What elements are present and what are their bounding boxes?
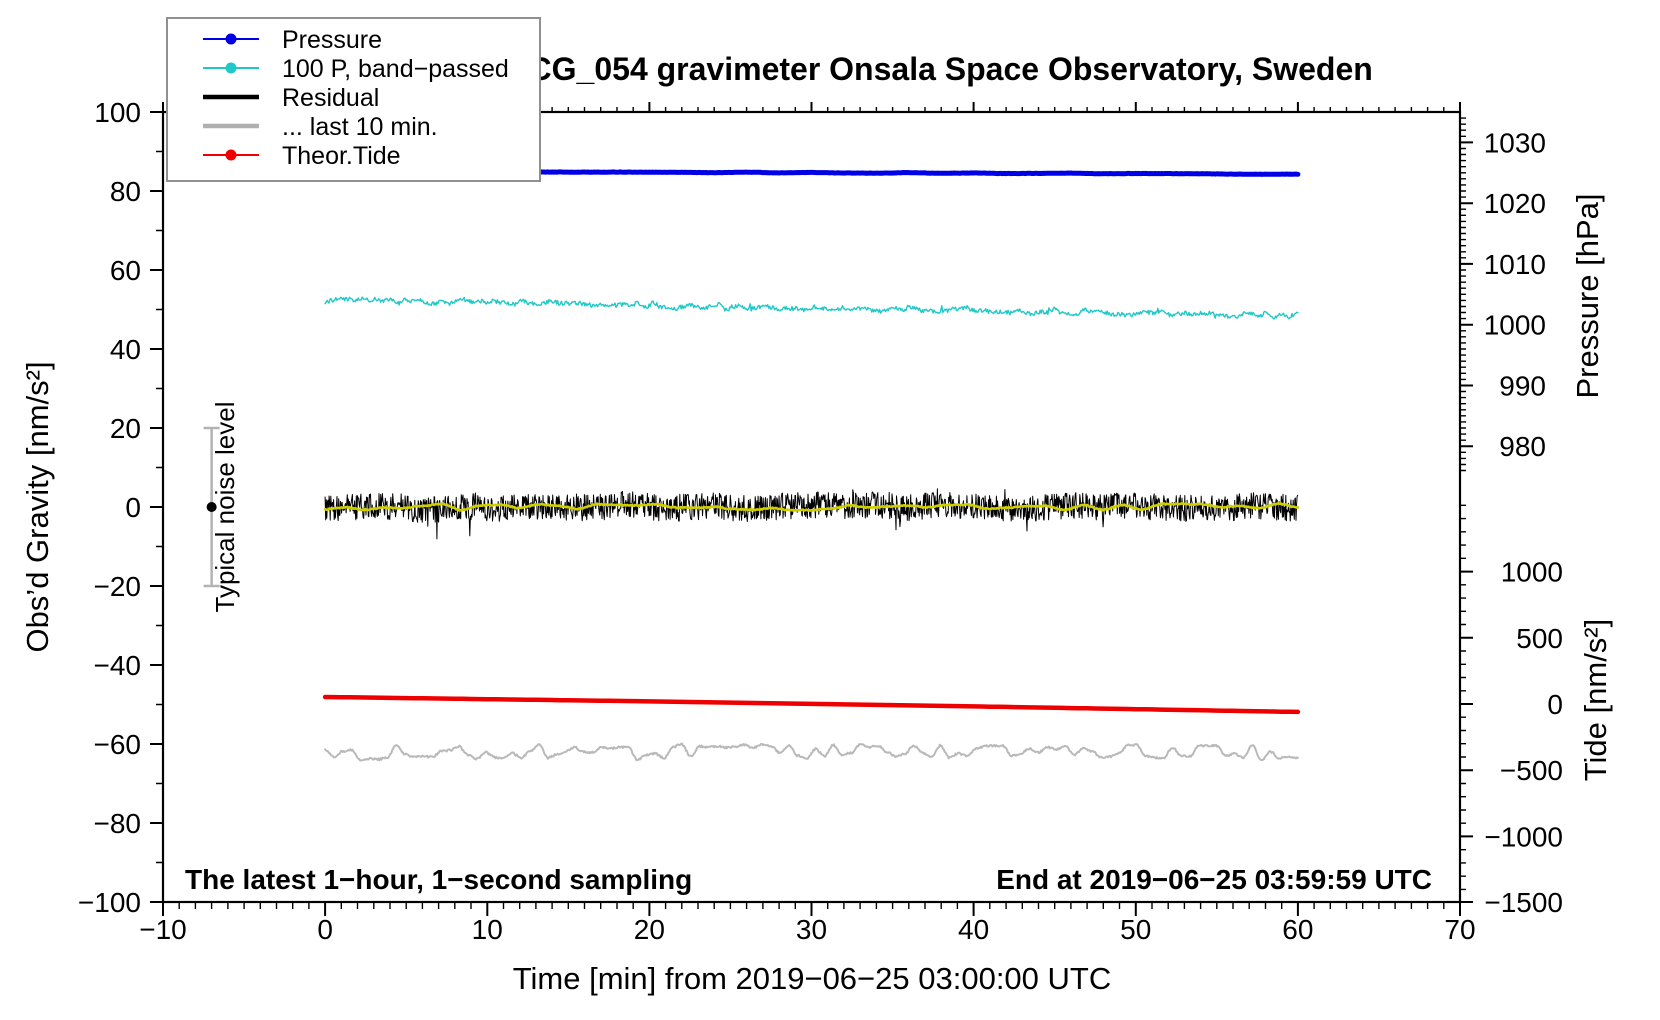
pressure-tick-label: 1020 [1484, 188, 1546, 219]
tide-axis-title: Tide [nm/s²] [1578, 619, 1613, 782]
noise-bar-dot [206, 502, 217, 512]
x-tick-label: 50 [1120, 914, 1151, 945]
gravity-tick-label: 40 [110, 334, 141, 365]
legend-item-label: Pressure [282, 26, 382, 54]
gravity-tick-label: −40 [94, 650, 142, 681]
gravity-tick-label: −80 [94, 808, 142, 839]
legend-item-label: 100 P, band−passed [282, 55, 509, 83]
pressure-axis-title: Pressure [hPa] [1570, 193, 1605, 398]
pressure-tick-label: 1000 [1484, 310, 1546, 341]
legend-dot-marker [225, 33, 237, 45]
gravity-tick-label: −60 [94, 729, 142, 760]
trace-theor-tide [322, 694, 1301, 715]
gravity-tick-label: 100 [94, 97, 141, 128]
sampling-note: The latest 1−hour, 1−second sampling [185, 864, 692, 895]
x-tick-label: 20 [634, 914, 665, 945]
noise-level-errorbar [203, 426, 220, 588]
pressure-tick-label: 1030 [1484, 127, 1546, 158]
plot-frame [150, 102, 1473, 916]
x-tick-label: 60 [1282, 914, 1313, 945]
gravity-tick-label: 20 [110, 413, 141, 444]
tide-tick-label: 500 [1516, 623, 1563, 654]
end-time-note: End at 2019−06−25 03:59:59 UTC [996, 864, 1432, 895]
y-left-axis-title: Obs’d Gravity [nm/s²] [20, 361, 55, 652]
x-tick-label: −10 [139, 914, 187, 945]
gravity-tick-label: 0 [125, 492, 141, 523]
x-tick-label: 10 [472, 914, 503, 945]
x-tick-label: 40 [958, 914, 989, 945]
x-tick-label: 0 [317, 914, 333, 945]
chart-title: SCG_054 gravimeter Onsala Space Observat… [507, 51, 1373, 87]
minor-ticks [156, 107, 1466, 909]
pressure-tick-label: 980 [1499, 431, 1546, 462]
legend-dot-marker [225, 149, 237, 161]
gravity-tick-label: 60 [110, 255, 141, 286]
trace-residual [324, 488, 1299, 540]
x-tick-label: 70 [1444, 914, 1475, 945]
legend-item-label: Theor.Tide [282, 142, 401, 170]
tide-tick-label: −1500 [1484, 887, 1563, 918]
legend-item-label: Residual [282, 84, 379, 112]
trace-last-10-min [324, 742, 1299, 762]
tide-tick-label: 0 [1547, 689, 1563, 720]
tide-tick-label: −500 [1500, 755, 1563, 786]
legend-item-label: ... last 10 min. [282, 113, 438, 141]
pressure-tick-label: 990 [1499, 370, 1546, 401]
noise-level-label: Typical noise level [210, 402, 240, 613]
x-tick-label: 30 [796, 914, 827, 945]
gravity-tick-label: −20 [94, 571, 142, 602]
trace-100-p-band-passed [324, 296, 1299, 320]
trace-residual-low-passed [323, 501, 1300, 512]
x-axis-title: Time [min] from 2019−06−25 03:00:00 UTC [513, 961, 1112, 996]
tide-tick-label: −1000 [1484, 821, 1563, 852]
gravity-tick-label: −100 [78, 887, 141, 918]
pressure-tick-label: 1010 [1484, 249, 1546, 280]
tide-tick-label: 1000 [1501, 557, 1563, 588]
tick-label-layer: −10 0 10 20 30 40 50 60 70100806040200−20−40−60−… [78, 97, 1563, 945]
legend-dot-marker [225, 62, 237, 74]
gravity-tick-label: 80 [110, 176, 141, 207]
